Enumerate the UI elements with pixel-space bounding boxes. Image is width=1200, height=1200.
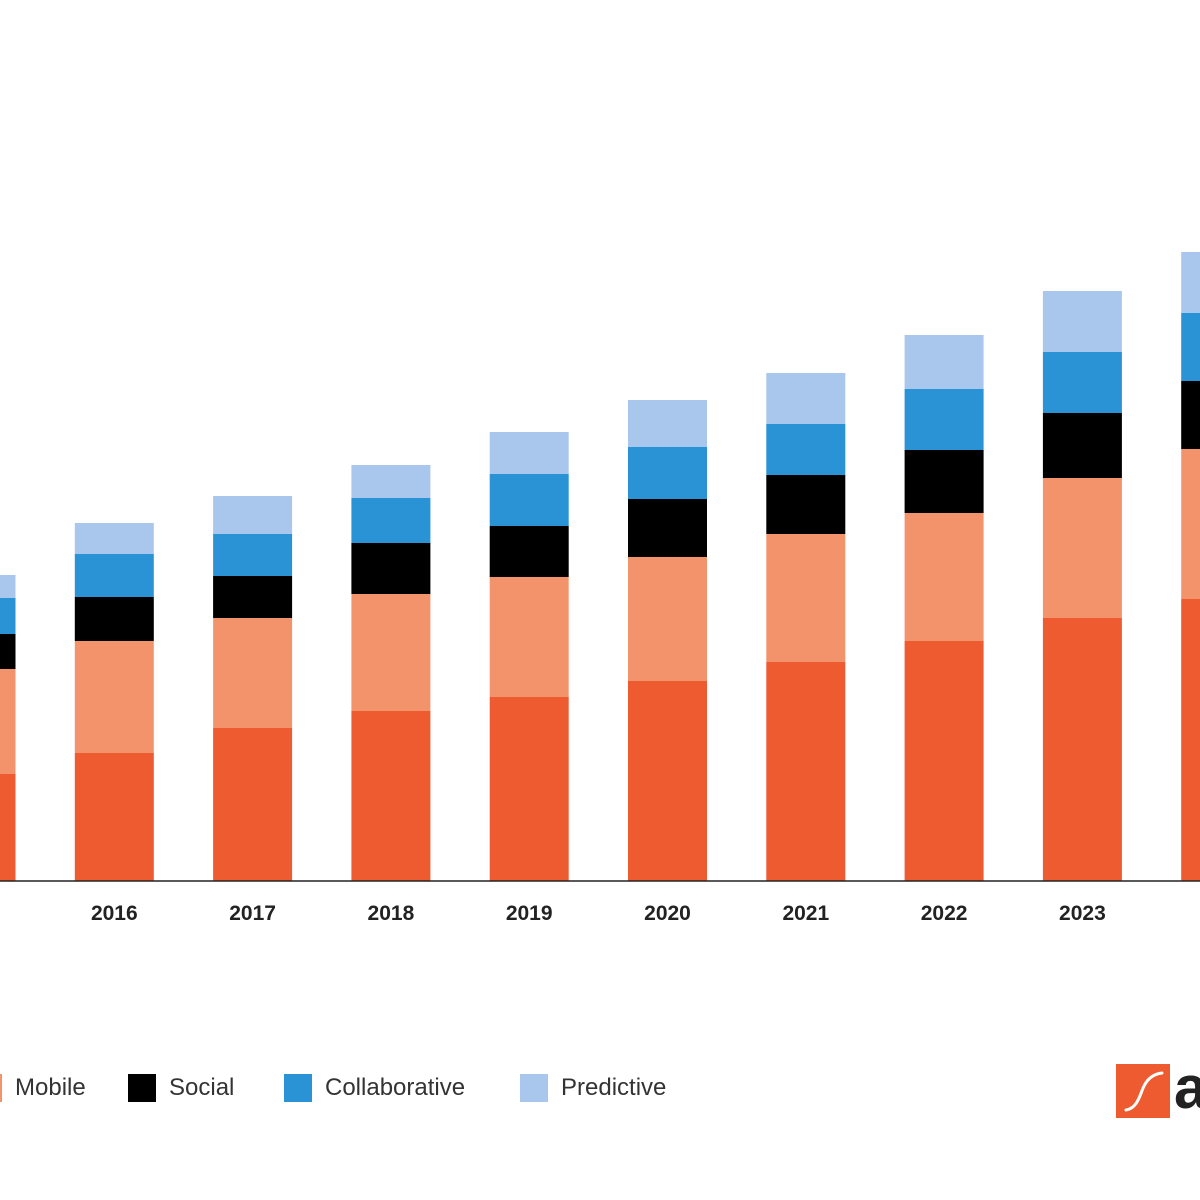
bar-segment-2015-series-2 (0, 634, 16, 669)
bar-segment-2017-series-0 (213, 728, 293, 881)
x-tick-label-2020: 2020 (644, 902, 691, 925)
bar-segment-2016-series-3 (74, 554, 154, 597)
bar-segment-2024-series-1 (1181, 449, 1200, 599)
bar-segment-2020-series-4 (628, 400, 707, 447)
bar-segment-2021-series-2 (766, 475, 846, 534)
bar-segment-2023-series-1 (1042, 478, 1122, 618)
x-tick-label-2023: 2023 (1059, 902, 1106, 925)
bar-segment-2023-series-0 (1042, 618, 1122, 881)
bar-segment-2022-series-0 (904, 641, 984, 881)
bar-segment-2019-series-1 (489, 577, 569, 697)
bar-segment-2015-series-1 (0, 669, 16, 774)
legend-item-collaborative: Collaborative (284, 1070, 465, 1106)
bar-segment-2024-series-0 (1181, 599, 1200, 881)
legend-swatch-predictive (520, 1074, 548, 1102)
bar-segment-2021-series-3 (766, 424, 846, 475)
bar-segment-2022-series-1 (904, 513, 984, 641)
legend-swatch-social (128, 1074, 156, 1102)
bar-segment-2022-series-2 (904, 450, 984, 513)
legend-label-collaborative: Collaborative (325, 1074, 466, 1101)
bar-segment-2016-series-0 (74, 753, 154, 881)
bar-segment-2018-series-4 (351, 465, 431, 498)
bar-segment-2017-series-4 (213, 496, 293, 534)
bar-segment-2017-series-1 (213, 618, 293, 728)
x-tick-label-2018: 2018 (368, 902, 415, 925)
bar-segment-2021-series-0 (766, 662, 846, 881)
brand-logo: a (1116, 1064, 1200, 1120)
x-tick-labels: 5201620172018201920202021202220232 (91, 902, 1106, 925)
x-tick-label-2021: 2021 (782, 902, 829, 925)
legend-item-mobile: Mobile (0, 1070, 86, 1106)
x-tick-label-2019: 2019 (506, 902, 553, 925)
legend-item-predictive: Predictive (520, 1070, 666, 1106)
bar-segment-2016-series-4 (74, 523, 154, 554)
bar-segment-2018-series-3 (351, 498, 431, 543)
bar-segment-2018-series-2 (351, 543, 431, 594)
bar-segment-2017-series-2 (213, 576, 293, 618)
bar-segment-2024-series-4 (1181, 252, 1200, 313)
legend-label-mobile: Mobile (15, 1074, 86, 1101)
bar-segment-2019-series-4 (489, 432, 569, 474)
bar-segment-2022-series-3 (904, 389, 984, 450)
bar-segment-2021-series-4 (766, 373, 846, 424)
bar-segment-2016-series-1 (74, 641, 154, 753)
bars-group (0, 252, 1200, 881)
bar-segment-2020-series-0 (628, 681, 707, 881)
x-tick-label-2022: 2022 (921, 902, 968, 925)
x-tick-label-2016: 2016 (91, 902, 138, 925)
bar-segment-2018-series-0 (351, 711, 431, 881)
x-tick-label-2017: 2017 (229, 902, 276, 925)
bar-segment-2020-series-1 (628, 557, 707, 681)
legend-swatch-collaborative (284, 1074, 312, 1102)
bar-segment-2024-series-2 (1181, 381, 1200, 449)
bar-segment-2019-series-0 (489, 697, 569, 881)
brand-logo-letter: a (1174, 1064, 1200, 1120)
bar-segment-2023-series-4 (1042, 291, 1122, 352)
bar-segment-2021-series-1 (766, 534, 846, 662)
bar-segment-2023-series-3 (1042, 352, 1122, 413)
bar-segment-2024-series-3 (1181, 313, 1200, 381)
bar-segment-2020-series-3 (628, 447, 707, 499)
bar-segment-2015-series-3 (0, 598, 16, 634)
brand-logo-icon (1116, 1064, 1170, 1118)
bar-segment-2017-series-3 (213, 534, 293, 576)
bar-segment-2015-series-4 (0, 575, 16, 598)
legend-label-social: Social (169, 1074, 235, 1101)
bar-segment-2022-series-4 (904, 335, 984, 389)
bar-segment-2018-series-1 (351, 594, 431, 711)
bar-segment-2020-series-2 (628, 499, 707, 557)
bar-segment-2019-series-2 (489, 526, 569, 577)
bar-segment-2016-series-2 (74, 597, 154, 641)
bar-segment-2015-series-0 (0, 774, 16, 881)
legend-item-social: Social (128, 1070, 234, 1106)
legend-swatch-mobile (0, 1074, 2, 1102)
legend-label-predictive: Predictive (561, 1074, 667, 1101)
bar-segment-2023-series-2 (1042, 413, 1122, 478)
bar-segment-2019-series-3 (489, 474, 569, 526)
